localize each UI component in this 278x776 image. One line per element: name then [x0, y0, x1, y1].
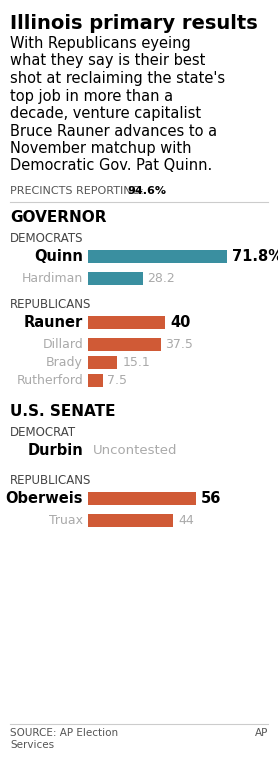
Text: GOVERNOR: GOVERNOR [10, 210, 106, 225]
Bar [88, 316, 165, 329]
Text: REPUBLICANS: REPUBLICANS [10, 474, 91, 487]
Text: Truax: Truax [49, 514, 83, 527]
Text: Hardiman: Hardiman [22, 272, 83, 285]
Text: 71.8%: 71.8% [232, 249, 278, 264]
Text: SOURCE: AP Election
Services: SOURCE: AP Election Services [10, 728, 118, 750]
Bar [88, 272, 143, 285]
Text: Brady: Brady [46, 356, 83, 369]
Text: U.S. SENATE: U.S. SENATE [10, 404, 115, 419]
Text: DEMOCRATS: DEMOCRATS [10, 232, 83, 245]
Text: decade, venture capitalist: decade, venture capitalist [10, 106, 201, 121]
Text: 94.6%: 94.6% [127, 186, 166, 196]
Text: Uncontested: Uncontested [93, 444, 177, 457]
Text: Democratic Gov. Pat Quinn.: Democratic Gov. Pat Quinn. [10, 158, 212, 174]
Text: Rauner: Rauner [24, 315, 83, 330]
Text: Dillard: Dillard [42, 338, 83, 351]
Text: 56: 56 [201, 491, 222, 506]
Text: REPUBLICANS: REPUBLICANS [10, 298, 91, 311]
Text: DEMOCRAT: DEMOCRAT [10, 426, 76, 439]
Text: Illinois primary results: Illinois primary results [10, 14, 258, 33]
Text: what they say is their best: what they say is their best [10, 54, 205, 68]
Text: shot at reclaiming the state's: shot at reclaiming the state's [10, 71, 225, 86]
Text: top job in more than a: top job in more than a [10, 88, 173, 103]
Text: AP: AP [255, 728, 268, 738]
Text: 40: 40 [170, 315, 191, 330]
Text: November matchup with: November matchup with [10, 141, 192, 156]
Text: Durbin: Durbin [27, 443, 83, 458]
Bar [88, 356, 117, 369]
Bar [88, 492, 196, 505]
Text: 7.5: 7.5 [108, 374, 128, 387]
Text: 44: 44 [178, 514, 194, 527]
Text: Oberweis: Oberweis [6, 491, 83, 506]
Bar [88, 514, 173, 527]
Bar [88, 338, 160, 351]
Text: Bruce Rauner advances to a: Bruce Rauner advances to a [10, 123, 217, 138]
Text: Quinn: Quinn [34, 249, 83, 264]
Text: Rutherford: Rutherford [16, 374, 83, 387]
Bar [88, 250, 227, 263]
Text: 37.5: 37.5 [165, 338, 193, 351]
Bar [88, 374, 103, 387]
Text: 15.1: 15.1 [122, 356, 150, 369]
Text: 28.2: 28.2 [148, 272, 175, 285]
Text: With Republicans eyeing: With Republicans eyeing [10, 36, 191, 51]
Text: PRECINCTS REPORTING:: PRECINCTS REPORTING: [10, 186, 147, 196]
